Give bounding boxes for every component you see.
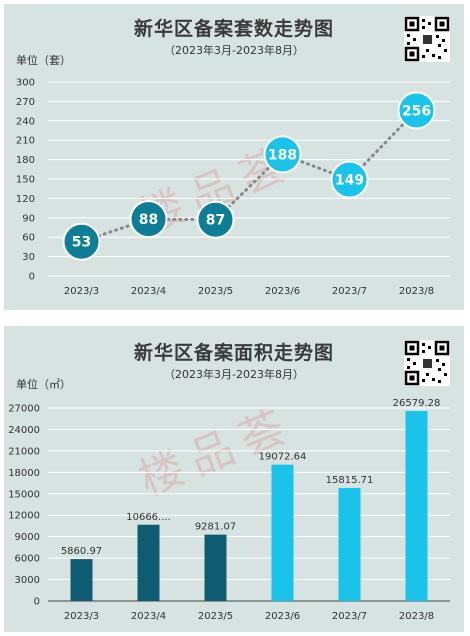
data-point	[62, 222, 101, 261]
unit-label: 单位（㎡）	[16, 378, 71, 391]
x-tick-label: 2023/5	[198, 611, 233, 622]
data-label: 149	[335, 173, 364, 189]
area-bar-chart: 0 3000 6000 9000 12000 15000 18000 21000 24000 27…	[8, 398, 450, 622]
data-label: 26579.28	[393, 398, 441, 409]
unit-label: 单位（套）	[16, 54, 71, 67]
bar	[338, 487, 361, 601]
data-point	[263, 135, 302, 174]
x-tick-label: 2023/6	[265, 611, 300, 622]
data-label: 256	[402, 103, 431, 119]
x-tick-label: 2023/5	[198, 286, 233, 297]
x-tick-label: 2023/3	[64, 286, 99, 297]
data-point	[129, 200, 168, 239]
data-point	[397, 91, 436, 130]
chart-title: 新华区备案套数走势图	[133, 18, 334, 40]
x-tick-label: 2023/4	[131, 286, 166, 297]
bar	[137, 524, 160, 601]
units-chart-panel: 新华区备案套数走势图 （2023年3月-2023年8月） 单位（套） 楼品荟 0…	[4, 4, 464, 310]
qr-code-icon	[404, 16, 450, 62]
data-label: 88	[139, 212, 158, 228]
x-tick-label: 2023/4	[131, 611, 166, 622]
x-tick-label: 2023/3	[64, 611, 99, 622]
chart-title: 新华区备案面积走势图	[133, 342, 334, 364]
data-point	[330, 160, 369, 199]
data-label: 9281.07	[195, 522, 236, 533]
data-label: 5860.97	[61, 546, 102, 557]
chart-subtitle: （2023年3月-2023年8月）	[164, 44, 304, 57]
y-tick-label: 3000	[15, 575, 40, 586]
x-tick-label: 2023/7	[332, 611, 367, 622]
y-tick-label: 27000	[8, 404, 40, 415]
y-tick-label: 270	[16, 97, 35, 108]
bar	[204, 534, 227, 601]
y-tick-label: 0	[29, 272, 35, 283]
y-tick-label: 9000	[15, 532, 40, 543]
x-tick-label: 2023/8	[399, 286, 434, 297]
qr-code-icon	[404, 340, 450, 386]
y-tick-label: 60	[22, 233, 35, 244]
bar	[70, 559, 93, 601]
y-tick-label: 12000	[8, 511, 40, 522]
y-tick-label: 21000	[8, 446, 40, 457]
data-label: 53	[72, 235, 91, 251]
y-tick-label: 180	[16, 155, 35, 166]
x-tick-label: 2023/8	[399, 611, 434, 622]
y-tick-label: 15000	[8, 489, 40, 500]
area-chart-panel: 新华区备案面积走势图 （2023年3月-2023年8月） 单位（㎡） 楼品荟 0…	[4, 326, 464, 632]
y-tick-label: 240	[16, 116, 35, 127]
x-tick-label: 2023/7	[332, 286, 367, 297]
chart-subtitle: （2023年3月-2023年8月）	[164, 368, 304, 381]
data-point	[196, 200, 235, 239]
bar	[271, 464, 294, 601]
data-label: 15815.71	[326, 475, 374, 486]
y-tick-label: 90	[22, 213, 35, 224]
data-label: 188	[268, 147, 297, 163]
y-tick-label: 210	[16, 136, 35, 147]
y-tick-label: 300	[16, 78, 35, 89]
y-tick-label: 120	[16, 194, 35, 205]
bar	[405, 411, 428, 601]
y-tick-label: 30	[22, 252, 35, 263]
y-tick-label: 150	[16, 175, 35, 186]
y-tick-label: 18000	[8, 468, 40, 479]
data-label: 87	[206, 213, 225, 229]
data-label: 10666....	[126, 512, 171, 523]
y-tick-label: 6000	[15, 554, 40, 565]
units-line-chart: 0 30 60 90 120 150 180 210 240 270 300 2023/3 2023/4…	[16, 78, 450, 297]
x-tick-label: 2023/6	[265, 286, 300, 297]
y-tick-label: 0	[34, 597, 40, 608]
data-label: 19072.64	[259, 452, 307, 463]
y-tick-label: 24000	[8, 425, 40, 436]
